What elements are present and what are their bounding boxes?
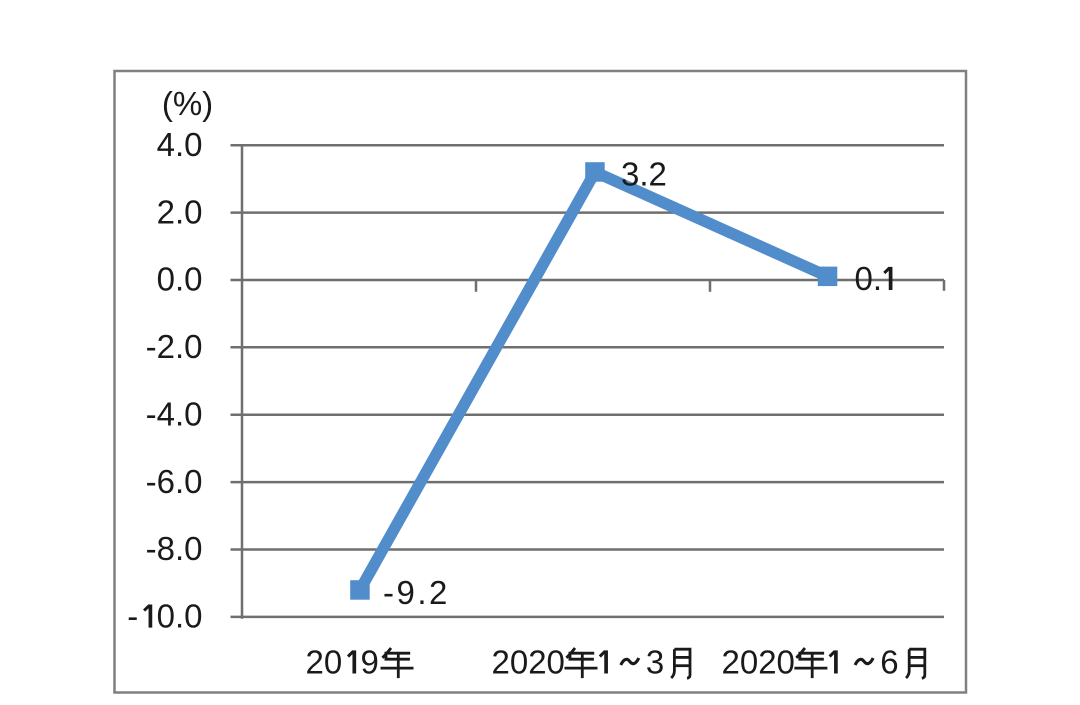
svg-text:0.: 0. — [855, 260, 883, 297]
svg-text:-2.0: -2.0 — [146, 328, 203, 365]
svg-text:9: 9 — [361, 644, 379, 681]
svg-text:-: - — [127, 598, 138, 635]
svg-text:3.2: 3.2 — [621, 156, 667, 193]
svg-text:(%): (%) — [162, 85, 213, 122]
svg-text:6: 6 — [880, 644, 898, 681]
svg-text:-4.0: -4.0 — [146, 395, 203, 432]
svg-text:-8.0: -8.0 — [146, 530, 203, 567]
svg-text:0.0: 0.0 — [157, 261, 203, 298]
svg-text:4.0: 4.0 — [157, 126, 203, 163]
svg-text:0.0: 0.0 — [157, 598, 203, 635]
svg-text:-9.2: -9.2 — [383, 574, 450, 611]
svg-text:20: 20 — [306, 644, 343, 681]
svg-text:3: 3 — [646, 644, 664, 681]
svg-text:2.0: 2.0 — [157, 193, 203, 230]
svg-text:2020: 2020 — [722, 644, 795, 681]
svg-text:2020: 2020 — [492, 644, 565, 681]
svg-text:-6.0: -6.0 — [146, 463, 203, 500]
